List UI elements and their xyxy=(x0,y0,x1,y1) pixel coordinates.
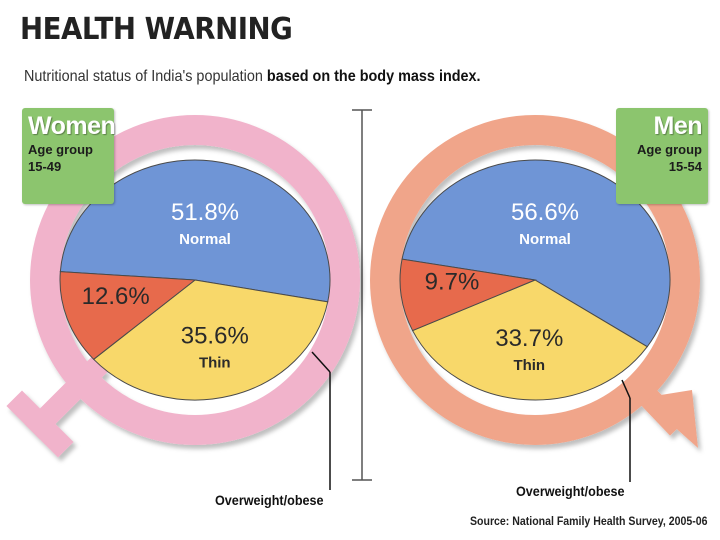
mars-arrowhead xyxy=(642,390,698,448)
women-badge-title: Women xyxy=(28,112,116,140)
women-overweight-callout: Overweight/obese xyxy=(215,492,324,508)
men-overweight-value: 9.7% xyxy=(425,269,480,296)
women-slice-thin xyxy=(92,279,329,401)
men-thin-value: 33.7% xyxy=(495,325,563,352)
men-slice-overweight xyxy=(399,258,537,332)
men-badge-age-range: 15-54 xyxy=(668,159,702,174)
women-normal-value: 51.8% xyxy=(171,199,239,226)
subtitle-bold: based on the body mass index. xyxy=(266,68,481,85)
men-pie: 56.6% Normal 33.7% Thin 9.7% xyxy=(399,159,671,401)
men-callout-line xyxy=(621,379,631,399)
women-badge-age-label: Age group xyxy=(28,142,93,157)
venus-crossbar xyxy=(6,390,74,458)
women-callout-line xyxy=(311,351,331,373)
women-slice-normal xyxy=(59,159,331,303)
women-normal-label: Normal xyxy=(179,231,231,248)
women-pie: 51.8% Normal 35.6% Thin 12.6% xyxy=(59,159,331,401)
source-note: Source: National Family Health Survey, 2… xyxy=(470,514,708,528)
men-normal-value: 56.6% xyxy=(511,199,579,226)
men-ring xyxy=(370,115,700,445)
men-badge-age-label: Age group xyxy=(637,142,702,157)
women-badge: Women Age group 15-49 xyxy=(22,108,116,204)
subtitle-plain: Nutritional status of India's population xyxy=(24,68,267,85)
men-badge: Men Age group 15-54 xyxy=(616,108,708,204)
men-thin-label: Thin xyxy=(513,357,545,374)
page-title: HEALTH WARNING xyxy=(20,12,293,47)
women-ring xyxy=(30,115,360,445)
men-overweight-callout: Overweight/obese xyxy=(516,483,625,499)
women-slice-overweight xyxy=(59,271,197,360)
men-symbol xyxy=(370,115,700,448)
men-normal-label: Normal xyxy=(519,231,571,248)
men-badge-title: Men xyxy=(653,112,703,140)
women-symbol xyxy=(6,115,360,458)
men-slice-normal xyxy=(401,159,671,348)
women-overweight-value: 12.6% xyxy=(82,283,150,310)
women-thin-label: Thin xyxy=(199,355,231,372)
subtitle: Nutritional status of India's population… xyxy=(24,68,481,86)
women-badge-age-range: 15-49 xyxy=(28,159,62,174)
men-slice-thin xyxy=(411,279,648,401)
women-thin-value: 35.6% xyxy=(181,323,249,350)
